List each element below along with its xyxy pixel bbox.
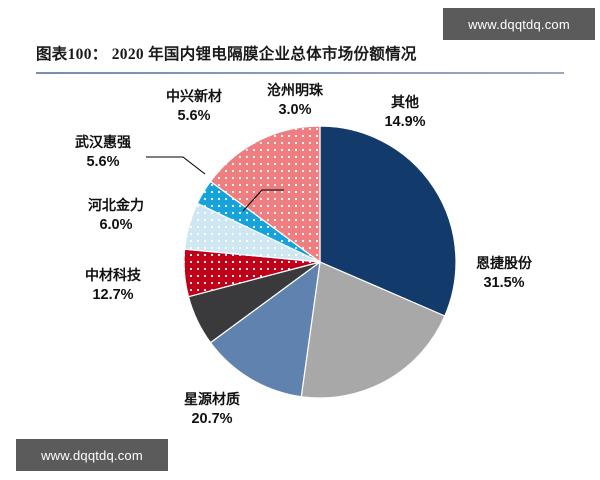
pie-label-name: 中材科技 [85, 269, 141, 284]
title-underline-rule [36, 72, 564, 74]
leader-line-wuhan-huiqiang [146, 156, 206, 175]
pie-label-value: 12.7% [92, 287, 134, 303]
pie-slice [209, 260, 321, 398]
pie-label-value: 5.6% [86, 154, 120, 170]
pie-label-xingyuan-caizhi: 星源材质 20.7% [162, 391, 262, 429]
pie-label-value: 3.0% [278, 102, 312, 118]
pie-label-value: 31.5% [483, 275, 525, 291]
pie-slice-group [183, 125, 457, 399]
figure-title-block: 图表100： 2020 年国内锂电隔膜企业总体市场份额情况 [36, 44, 564, 74]
pie-label-name: 武汉惠强 [75, 136, 131, 151]
watermark-top-right: www.dqqtdq.com [443, 8, 595, 40]
pie-label-value: 5.6% [177, 108, 211, 124]
pie-label-name: 河北金力 [88, 199, 144, 214]
pie-label-name: 星源材质 [184, 393, 240, 408]
pie-label-name: 中兴新材 [166, 90, 222, 105]
pie-label-value: 20.7% [191, 411, 233, 427]
leader-line-zhongxing-xincai [242, 189, 284, 212]
leader-line-group [146, 156, 284, 212]
pie-slice [209, 125, 321, 264]
pie-label-name: 恩捷股份 [476, 257, 532, 272]
pie-label-wuhan-huiqiang: 武汉惠强 5.6% [55, 134, 151, 172]
pie-label-cangzhou-mingzhu: 沧州明珠 3.0% [247, 82, 343, 120]
pie-label-name: 其他 [391, 96, 419, 111]
pie-label-enjie-gufen: 恩捷股份 31.5% [452, 255, 556, 293]
pie-chart-area: 中兴新材 5.6% 沧州明珠 3.0% 其他 14.9% 武汉惠强 5.6% 河… [0, 78, 600, 448]
pie-slice [319, 125, 457, 317]
pie-slice [300, 261, 446, 399]
pie-label-name: 沧州明珠 [267, 84, 323, 99]
pie-label-hebei-jinli: 河北金力 6.0% [68, 197, 164, 235]
watermark-bottom-left: www.dqqtdq.com [16, 439, 168, 471]
pie-chart-svg [146, 125, 457, 399]
pie-label-qita: 其他 14.9% [357, 94, 453, 132]
pie-label-value: 14.9% [384, 114, 426, 130]
pie-label-zhongxing-xincai: 中兴新材 5.6% [146, 88, 242, 126]
pie-label-zhongcai-keji: 中材科技 12.7% [63, 267, 163, 305]
pie-label-value: 6.0% [99, 217, 133, 233]
page-title: 图表100： 2020 年国内锂电隔膜企业总体市场份额情况 [36, 46, 417, 63]
